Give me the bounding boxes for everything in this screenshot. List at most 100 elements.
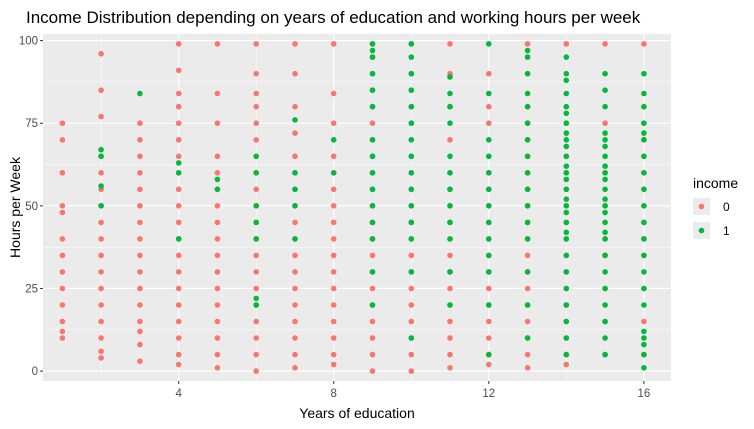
- data-point: [563, 170, 570, 176]
- data-point: [369, 302, 376, 308]
- data-point: [447, 351, 453, 358]
- data-point: [408, 219, 415, 226]
- data-point: [447, 318, 453, 325]
- data-point: [369, 351, 376, 358]
- data-point: [214, 170, 221, 176]
- data-point: [369, 120, 376, 126]
- plot-panel: [43, 34, 671, 381]
- data-point: [369, 47, 376, 54]
- data-point: [137, 252, 143, 259]
- data-point: [563, 269, 570, 275]
- data-point: [214, 90, 221, 97]
- data-point: [369, 153, 376, 160]
- data-point: [253, 90, 259, 97]
- data-point: [641, 302, 647, 308]
- data-point: [137, 137, 143, 143]
- data-point: [524, 41, 531, 47]
- data-point: [486, 269, 492, 275]
- data-point: [524, 252, 531, 259]
- data-point: [447, 137, 453, 143]
- data-point: [214, 120, 221, 126]
- data-point: [292, 170, 298, 176]
- data-point: [602, 153, 608, 160]
- data-point: [330, 186, 337, 193]
- data-point: [330, 170, 337, 176]
- data-point: [59, 252, 66, 259]
- data-point: [253, 335, 259, 341]
- data-point: [253, 351, 259, 358]
- data-point: [330, 335, 337, 341]
- data-point: [175, 90, 182, 97]
- data-point: [369, 103, 376, 110]
- data-point: [98, 355, 104, 361]
- data-point: [524, 335, 531, 341]
- data-point: [330, 90, 337, 97]
- data-point: [641, 130, 647, 136]
- data-point: [602, 318, 608, 325]
- data-point: [369, 41, 376, 47]
- data-point: [486, 153, 492, 160]
- data-point: [137, 269, 143, 275]
- data-point: [447, 41, 453, 47]
- data-point: [602, 285, 608, 292]
- data-point: [524, 47, 531, 54]
- data-point: [98, 153, 104, 160]
- y-tick-label: 100: [19, 36, 38, 48]
- data-point: [59, 120, 66, 126]
- data-point: [98, 203, 104, 209]
- data-point: [137, 170, 143, 176]
- data-point: [563, 77, 570, 84]
- data-point: [641, 170, 647, 176]
- data-point: [330, 203, 337, 209]
- data-point: [524, 137, 531, 143]
- data-point: [175, 41, 182, 47]
- data-point: [408, 170, 415, 176]
- data-point: [253, 120, 259, 126]
- data-point: [175, 203, 182, 209]
- data-point: [447, 203, 453, 209]
- data-point: [486, 41, 492, 47]
- data-point: [563, 335, 570, 341]
- data-point: [292, 252, 298, 259]
- data-point: [137, 341, 143, 348]
- data-point: [175, 170, 182, 176]
- data-point: [563, 209, 570, 216]
- data-point: [563, 120, 570, 126]
- data-point: [602, 203, 608, 209]
- data-point: [563, 103, 570, 110]
- data-point: [408, 153, 415, 160]
- data-point: [524, 70, 531, 77]
- y-tick-label: 50: [25, 201, 38, 213]
- data-point: [602, 137, 608, 143]
- data-point: [602, 269, 608, 275]
- data-point: [602, 252, 608, 259]
- data-point: [59, 318, 66, 325]
- data-point: [253, 295, 259, 302]
- data-point: [563, 318, 570, 325]
- data-point: [563, 130, 570, 136]
- data-point: [330, 137, 337, 143]
- data-point: [369, 87, 376, 93]
- data-point: [408, 41, 415, 47]
- data-point: [602, 196, 608, 202]
- data-point: [214, 318, 221, 325]
- data-point: [253, 236, 259, 242]
- data-point: [486, 203, 492, 209]
- data-point: [563, 163, 570, 169]
- data-point: [330, 318, 337, 325]
- data-point: [447, 302, 453, 308]
- data-point: [602, 120, 608, 126]
- data-point: [214, 365, 221, 371]
- data-point: [563, 54, 570, 60]
- data-point: [447, 219, 453, 226]
- data-point: [175, 361, 182, 368]
- data-point: [641, 41, 647, 47]
- data-point: [602, 70, 608, 77]
- data-point: [253, 318, 259, 325]
- data-point: [408, 285, 415, 292]
- data-point: [175, 335, 182, 341]
- data-point: [369, 269, 376, 275]
- data-point: [641, 236, 647, 242]
- data-point: [524, 90, 531, 97]
- data-point: [369, 368, 376, 374]
